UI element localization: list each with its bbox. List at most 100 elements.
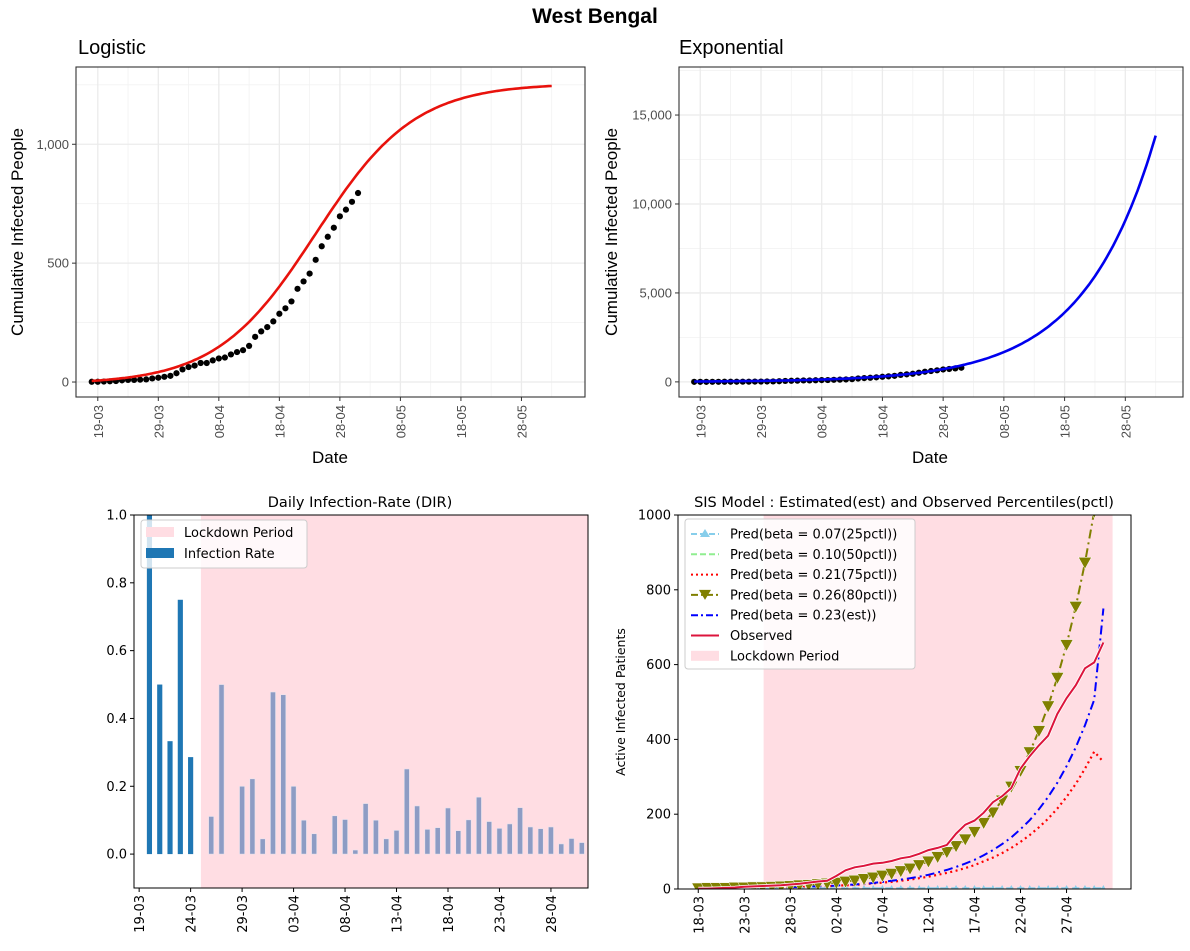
x-tick-label: 18-05	[454, 405, 469, 438]
observed-point	[306, 270, 313, 277]
observed-point	[233, 348, 241, 356]
x-tick-label: 29-03	[151, 405, 166, 438]
pred-marker	[880, 885, 885, 889]
infection-rate-bar	[393, 830, 400, 855]
dir-bars	[146, 515, 585, 855]
x-tick-label: 28-03	[784, 896, 799, 934]
y-tick-label: 1.0	[106, 509, 127, 524]
pred-marker	[921, 855, 936, 869]
infection-rate-bar	[362, 803, 369, 855]
dir-legend-swatch-infection-rate	[146, 548, 174, 558]
observed-point	[209, 357, 216, 364]
infection-rate-bar	[496, 828, 503, 855]
x-tick-label: 18-04	[875, 405, 890, 438]
y-tick-label: 0.6	[106, 644, 127, 659]
y-tick-label: 5,000	[639, 285, 672, 300]
pred-marker	[1032, 725, 1046, 738]
sis-x-axis: 18-03 23-03 28-03 02-04 07-04 12-04 17-04 22-04…	[692, 889, 1076, 934]
pred-marker	[838, 876, 853, 889]
logistic-y-label: Cumulative Infected People	[8, 128, 27, 336]
infection-rate-bar	[270, 691, 276, 855]
y-tick-label: 0.4	[106, 712, 127, 727]
x-tick-label: 23-03	[738, 896, 753, 934]
infection-rate-bar	[414, 805, 420, 855]
sis-chart: SIS Model : Estimated(est) and Observed …	[613, 495, 1132, 934]
sis-legend-item: Pred(beta = 0.10(50pctl))	[691, 548, 897, 563]
x-tick-label: 02-04	[830, 896, 845, 934]
legend-swatch-lockdown	[691, 650, 719, 661]
infection-rate-bar	[167, 741, 173, 855]
infection-rate-bar	[280, 694, 287, 855]
pred-marker	[1045, 885, 1051, 889]
sis-lines	[691, 515, 1106, 889]
infection-rate-bar	[486, 821, 493, 855]
dir-x-axis: 19-03 24-03 29-03 03-04 08-04 13-04 18-04 23-04…	[133, 888, 560, 933]
y-tick-label: 0.2	[106, 780, 127, 795]
x-tick-label: 03-04	[288, 895, 303, 933]
sis-y-label: Active Infected Patients	[613, 628, 628, 776]
x-tick-label: 18-03	[692, 896, 707, 934]
exponential-chart: Exponential 0 5,000 10,000 15,000 19-03 29-0…	[602, 37, 1184, 467]
sis-legend: Pred(beta = 0.07(25pctl)) Pred(beta = 0.1…	[684, 518, 916, 670]
infection-rate-bar	[188, 757, 194, 855]
observed-point	[221, 354, 228, 361]
pred-marker	[1078, 557, 1092, 570]
infection-rate-bar	[331, 815, 338, 855]
observed-point	[137, 376, 144, 383]
observed-point	[203, 359, 210, 367]
x-tick-label: 07-04	[876, 896, 891, 934]
dir-plot-border	[133, 514, 589, 889]
dir-y-axis: 0.0 0.2 0.4 0.6 0.8 1.0	[106, 509, 134, 863]
sis-legend-label: Pred(beta = 0.07(25pctl))	[730, 528, 897, 543]
sis-legend-label: Lockdown Period	[730, 649, 839, 664]
observed-point	[300, 278, 307, 285]
dir-lockdown-span	[200, 515, 588, 888]
pred-marker	[1055, 885, 1060, 889]
observed-point	[342, 206, 350, 213]
y-tick-label: 0	[663, 883, 671, 898]
exponential-y-axis: 0 5,000 10,000 15,000	[632, 108, 679, 389]
x-tick-label: 08-04	[815, 405, 830, 438]
dir-title: Daily Infection-Rate (DIR)	[268, 495, 452, 511]
observed-point	[348, 198, 356, 205]
x-tick-label: 28-04	[936, 405, 951, 438]
observed-point	[282, 305, 289, 312]
pred-marker	[1009, 885, 1014, 889]
pred-marker	[999, 885, 1005, 889]
infection-rate-bar	[548, 826, 554, 855]
logistic-marks	[88, 84, 552, 385]
observed-point	[227, 351, 235, 358]
pred-marker	[963, 885, 968, 889]
infection-rate-bar	[290, 785, 297, 855]
infection-rate-bar	[300, 819, 307, 855]
sis-legend-label: Pred(beta = 0.23(est))	[730, 609, 877, 624]
sis-legend-label: Pred(beta = 0.10(50pctl))	[730, 548, 897, 563]
pred-marker	[1091, 885, 1097, 889]
observed-point	[324, 233, 331, 240]
pred-marker	[875, 870, 890, 883]
pred-marker	[889, 885, 894, 889]
pred-marker	[976, 817, 991, 830]
x-tick-label: 17-04	[968, 896, 983, 934]
pred-marker	[893, 865, 908, 879]
x-tick-label: 18-05	[1058, 405, 1073, 438]
logistic-plot-border	[75, 66, 586, 398]
x-tick-label: 28-04	[545, 895, 560, 933]
observed-point	[276, 310, 283, 317]
pred-marker	[861, 885, 867, 889]
pred-marker	[935, 885, 940, 889]
infection-rate-bar	[373, 819, 379, 855]
fit-curve	[91, 84, 552, 383]
logistic-plot-area	[76, 67, 585, 397]
pred-marker	[1041, 700, 1056, 714]
observed-point	[131, 376, 138, 383]
sis-legend-label: Observed	[730, 629, 793, 644]
pred-marker	[1101, 885, 1106, 889]
infection-rate-bar	[568, 838, 575, 855]
pred-marker	[1068, 601, 1083, 614]
infection-rate-bar	[157, 684, 163, 855]
dir-chart: Daily Infection-Rate (DIR) 0.00.20.40.60…	[106, 495, 589, 933]
sis-legend-item: Pred(beta = 0.21(75pctl))	[691, 568, 897, 583]
x-tick-label: 27-04	[1061, 896, 1076, 934]
